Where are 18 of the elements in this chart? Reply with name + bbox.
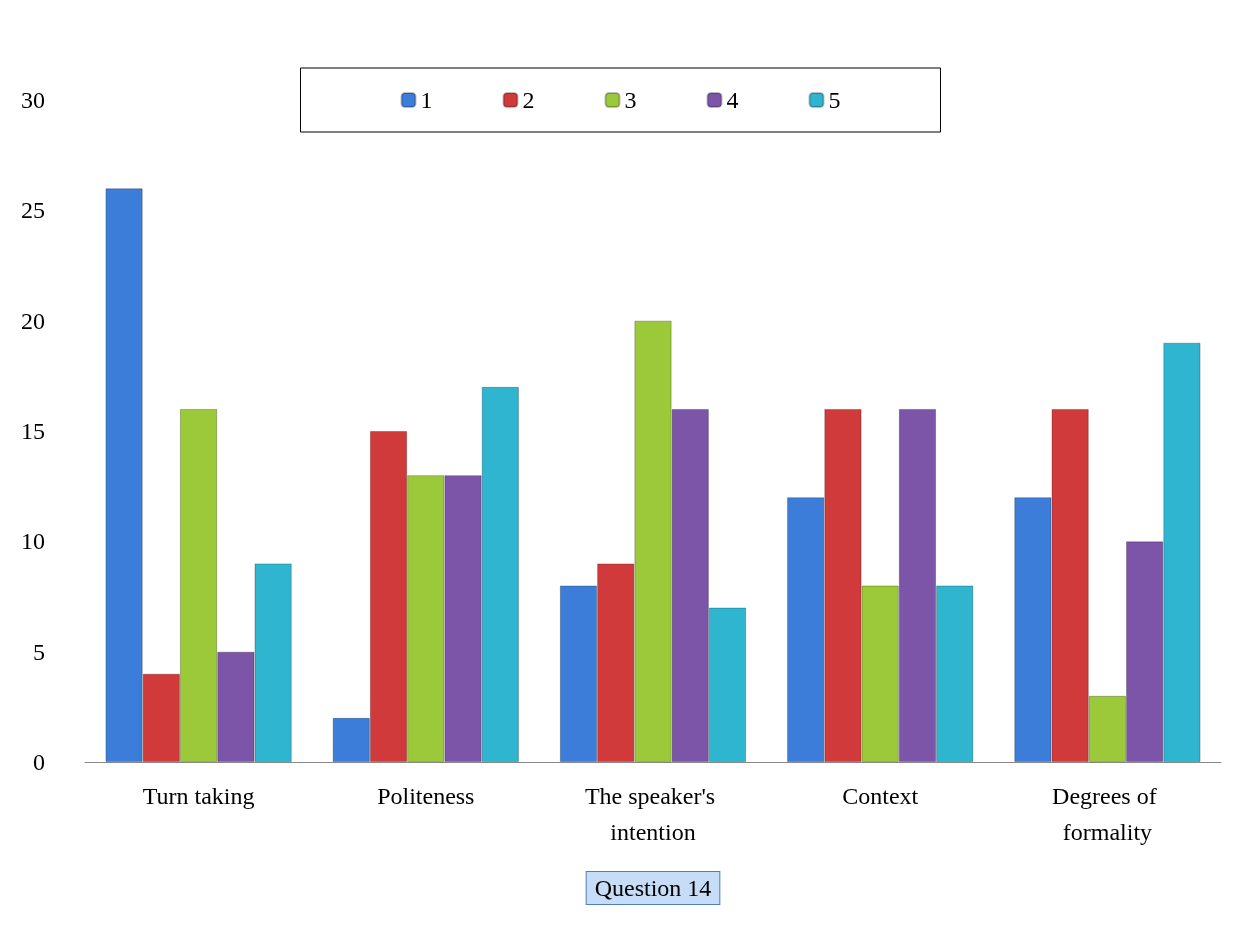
legend-label: 3 (624, 87, 637, 113)
y-tick-label: 30 (21, 87, 45, 113)
y-tick-label: 5 (33, 638, 45, 665)
x-tick-label: Context (842, 783, 919, 809)
legend-label: 1 (420, 87, 433, 113)
legend-label: 4 (726, 87, 739, 113)
y-tick-label: 25 (21, 197, 45, 224)
x-tick-label: Degrees of formality (1052, 783, 1163, 845)
x-tick-label: Politeness (377, 783, 475, 809)
legend-label: 2 (522, 87, 535, 113)
x-tick-label: The speaker's intention (584, 783, 722, 845)
y-tick-label: 15 (21, 418, 45, 444)
y-tick-label: 10 (21, 528, 45, 555)
legend-label: 5 (828, 87, 841, 113)
y-tick-label: 20 (21, 307, 45, 334)
x-tick-label: Turn taking (142, 783, 255, 809)
y-tick-label: 0 (33, 749, 45, 775)
x-axis-title: Question 14 (594, 875, 712, 901)
